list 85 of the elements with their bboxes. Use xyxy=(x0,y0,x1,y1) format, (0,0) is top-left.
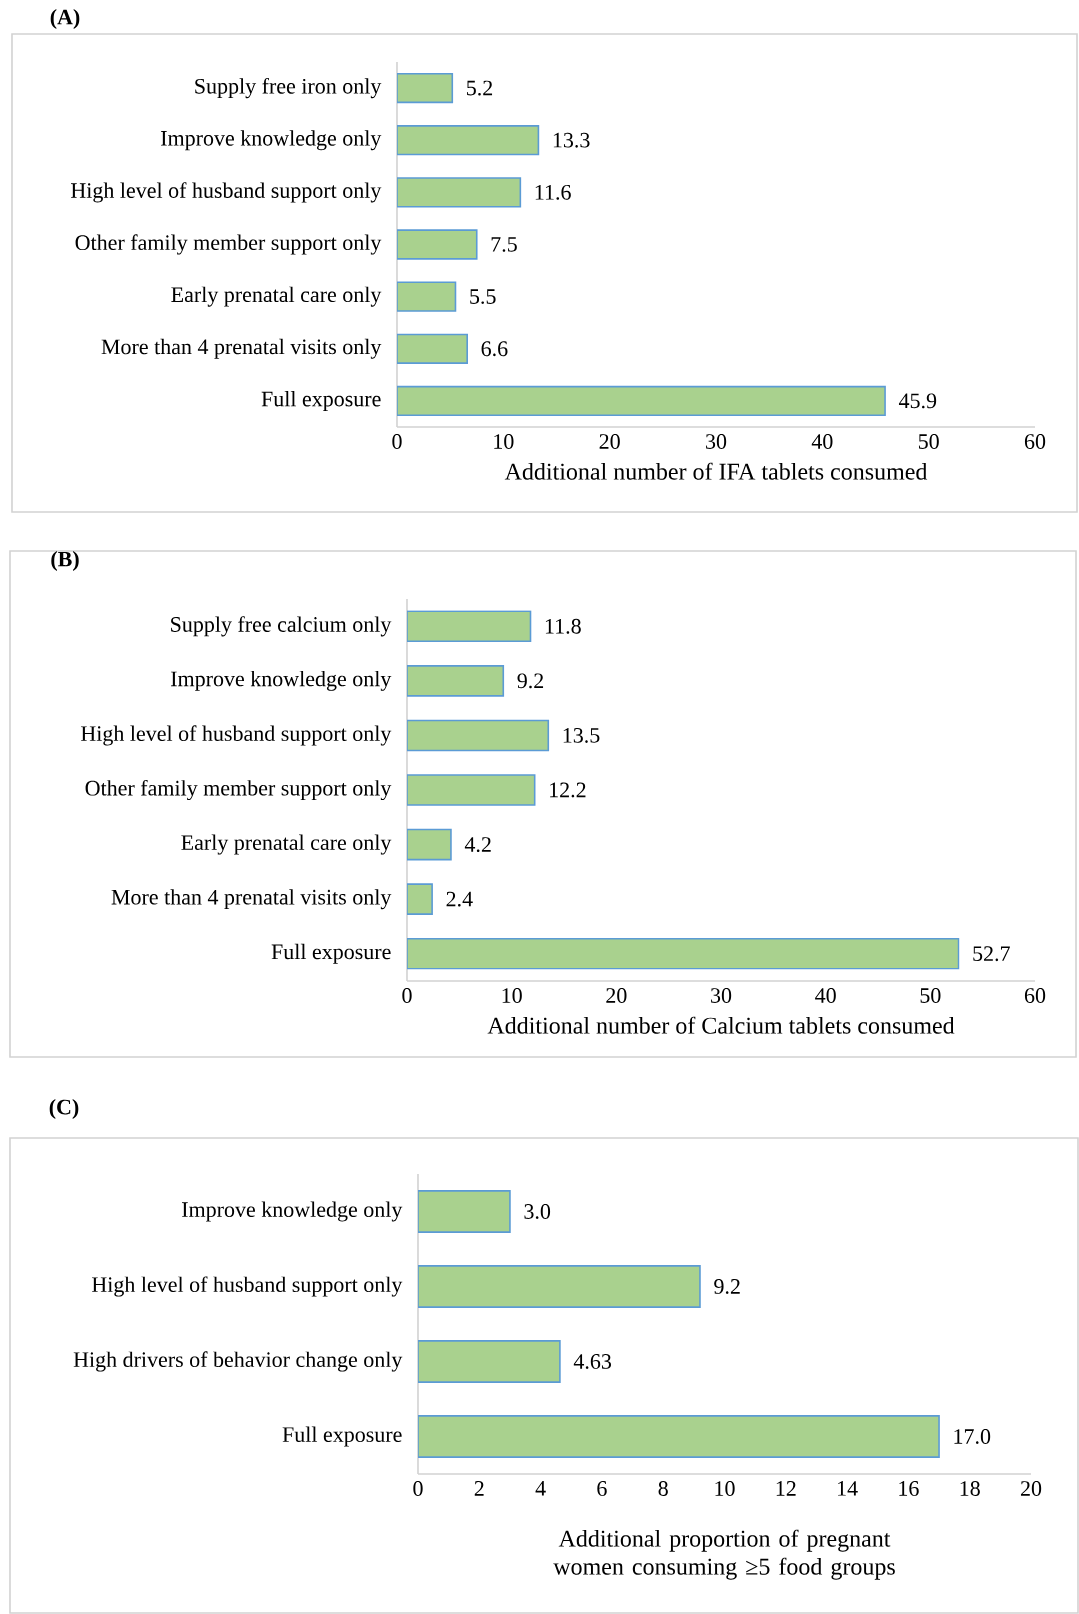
x-tick-label: 20 xyxy=(1020,1481,1042,1496)
data-label: 3.0 xyxy=(524,1204,551,1219)
y-tick-label: Improve knowledge only xyxy=(161,130,382,151)
bar xyxy=(406,774,536,806)
x-tick-label: 40 xyxy=(815,988,836,1003)
x-tick-label: 0 xyxy=(402,988,412,1003)
x-tick-label: 60 xyxy=(1024,988,1046,1003)
y-tick-label: High level of husband support only xyxy=(81,725,392,746)
bar xyxy=(397,385,886,417)
x-tick-label: 10 xyxy=(494,434,514,449)
x-tick-label: 2 xyxy=(474,1481,484,1496)
y-tick-label: Early prenatal care only xyxy=(181,834,392,855)
y-tick-label: Full exposure xyxy=(271,943,391,964)
y-tick-label: Supply free calcium only xyxy=(171,616,392,637)
y-tick-label: Other family member support only xyxy=(85,779,392,801)
data-label: 45.9 xyxy=(898,393,937,409)
data-label: 9.2 xyxy=(714,1279,740,1294)
data-label: 11.8 xyxy=(545,618,581,634)
x-tick-label: 60 xyxy=(1024,434,1046,449)
data-label: 2.4 xyxy=(446,891,473,907)
x-tick-label: 18 xyxy=(960,1481,980,1496)
y-tick-label: Full exposure xyxy=(261,390,381,411)
bar xyxy=(418,1415,940,1458)
y-tick-label: High level of husband support only xyxy=(92,1276,403,1297)
x-tick-label: 30 xyxy=(711,988,732,1003)
bar xyxy=(406,937,960,970)
x-tick-label: 6 xyxy=(597,1481,607,1496)
x-tick-label: 16 xyxy=(899,1481,919,1496)
bar xyxy=(418,1340,561,1383)
y-tick-label: High drivers of behavior change only xyxy=(73,1351,403,1372)
data-label: 4.63 xyxy=(573,1354,611,1369)
y-tick-label: Improve knowledge only xyxy=(182,1201,403,1222)
x-tick-label: 20 xyxy=(599,434,620,449)
text: (A) xyxy=(50,9,80,29)
data-label: 13.3 xyxy=(553,132,590,148)
bar xyxy=(418,1190,511,1233)
bar xyxy=(418,1265,701,1308)
y-tick-label: Other family member support only xyxy=(75,234,382,255)
x-axis-title: Additional number of IFA tablets consumed xyxy=(504,462,928,480)
bar xyxy=(406,719,550,752)
data-label: 9.2 xyxy=(517,673,544,689)
x-tick-label: 50 xyxy=(920,988,941,1003)
data-label: 7.5 xyxy=(491,237,517,252)
y-tick-label: Supply free iron only xyxy=(195,77,382,99)
data-label: 5.5 xyxy=(470,289,496,304)
data-label: 17.0 xyxy=(954,1429,991,1444)
bar xyxy=(406,883,433,915)
y-tick-label: More than 4 prenatal visits only xyxy=(101,338,382,359)
bar xyxy=(406,828,452,861)
data-label: 6.6 xyxy=(481,341,508,357)
x-tick-label: 14 xyxy=(838,1481,858,1496)
bar xyxy=(397,125,540,156)
x-tick-label: 40 xyxy=(811,434,833,449)
x-tick-label: 30 xyxy=(706,434,727,449)
x-tick-label: 50 xyxy=(918,434,939,449)
x-tick-label: 12 xyxy=(776,1481,796,1496)
bar xyxy=(397,333,468,364)
x-tick-label: 0 xyxy=(392,434,402,449)
y-tick-label: Full exposure xyxy=(282,1426,402,1447)
x-tick-label: 8 xyxy=(658,1481,668,1496)
data-label: 4.2 xyxy=(464,837,491,853)
x-tick-label: 0 xyxy=(413,1481,423,1496)
bar xyxy=(397,281,457,312)
x-tick-label: 20 xyxy=(606,988,627,1003)
bar xyxy=(397,177,522,208)
data-label: 11.6 xyxy=(535,184,571,200)
bar xyxy=(406,610,532,643)
x-tick-label: 10 xyxy=(715,1481,735,1496)
x-tick-label: 4 xyxy=(535,1481,546,1496)
bar xyxy=(406,665,505,697)
x-axis-title: Additional proportion of pregnant women consuming ≥5 food groups xyxy=(553,1529,895,1580)
data-label: 13.5 xyxy=(563,728,600,743)
text: (B) xyxy=(51,551,79,571)
data-label: 5.2 xyxy=(467,80,493,96)
y-tick-label: More than 4 prenatal visits only xyxy=(111,889,392,910)
text: (C) xyxy=(49,1099,79,1119)
bar xyxy=(397,229,478,260)
data-label: 52.7 xyxy=(973,946,1010,962)
x-axis-title: Additional number of Calcium tablets consumed xyxy=(487,1016,955,1034)
bar xyxy=(397,72,454,104)
data-label: 12.2 xyxy=(550,782,586,798)
y-tick-label: High level of husband support only xyxy=(71,182,382,203)
y-tick-label: Improve knowledge only xyxy=(171,670,392,691)
x-tick-label: 10 xyxy=(502,988,522,1003)
y-tick-label: Early prenatal care only xyxy=(171,286,382,307)
